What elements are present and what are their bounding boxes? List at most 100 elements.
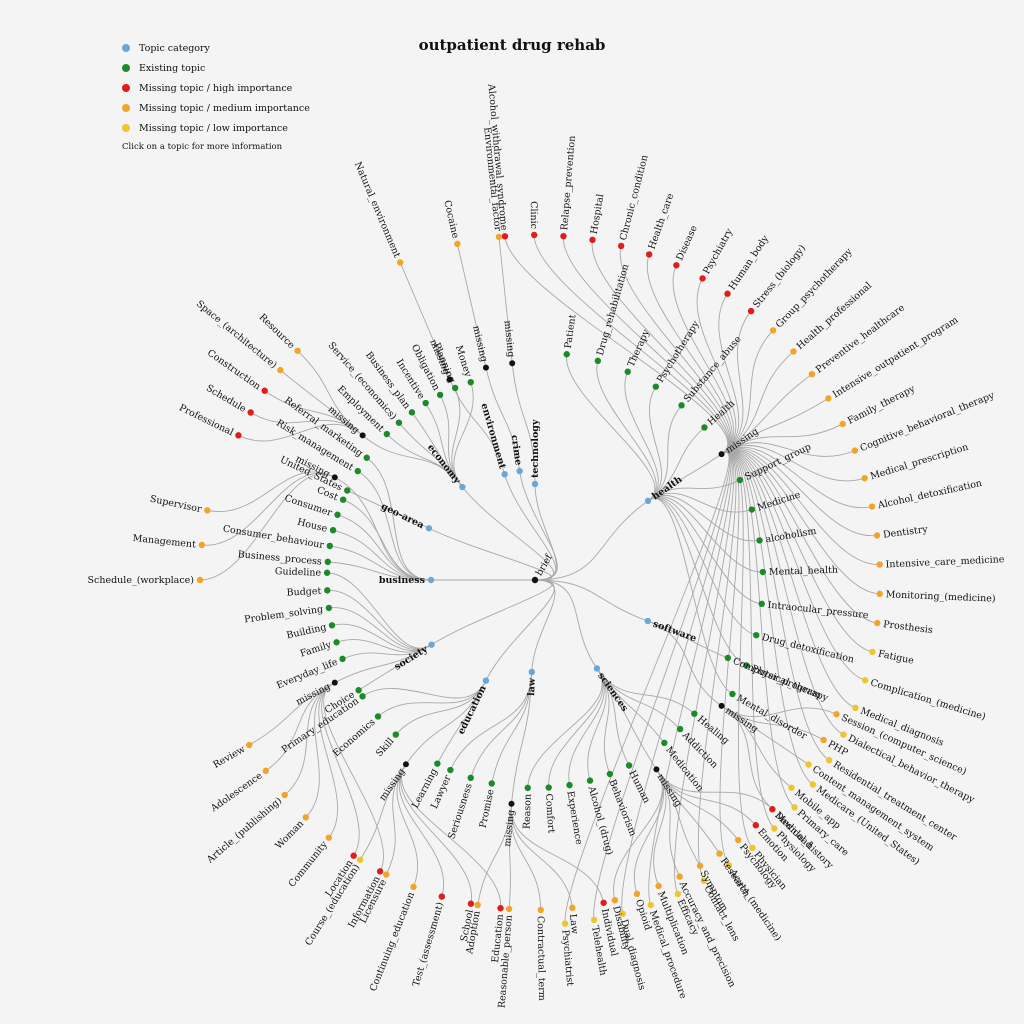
topic-node-low[interactable] [809,781,817,788]
topic-node-high[interactable] [769,806,776,813]
node-label[interactable]: Guideline [275,566,322,579]
topic-node-existing[interactable] [606,770,614,778]
node-label[interactable]: software [651,619,698,645]
topic-node-high[interactable] [530,231,538,239]
topic-node-existing[interactable] [488,780,495,787]
node-label[interactable]: Clinic [528,201,539,229]
topic-node-high[interactable] [438,893,446,900]
node-label[interactable]: Education [490,914,506,964]
node-label[interactable]: Intensive_care_medicine [885,554,1005,570]
node-label[interactable]: Review [211,744,247,771]
node-label[interactable]: alcoholism [765,526,818,546]
node-label[interactable]: Building [286,622,328,642]
topic-node-existing[interactable] [436,391,444,399]
topic-node-low[interactable] [861,677,869,684]
node-label[interactable]: Law [567,913,580,934]
topic-node-medium[interactable] [246,741,253,749]
missing-hub-node[interactable] [446,376,453,383]
node-label[interactable]: Disease [674,223,699,262]
missing-hub-node[interactable] [402,761,409,768]
category-node[interactable] [528,668,535,676]
missing-hub-node[interactable] [653,766,660,773]
node-label[interactable]: Adolescence [208,770,265,815]
topic-node-existing[interactable] [678,402,685,409]
node-label[interactable]: Experience [564,790,584,846]
topic-node-high[interactable] [261,387,268,394]
missing-hub-node[interactable] [359,432,366,439]
node-label[interactable]: Schedule_(workplace) [88,575,194,586]
topic-node-low[interactable] [788,784,795,791]
topic-node-existing[interactable] [339,496,347,503]
topic-node-high[interactable] [467,900,475,907]
topic-node-medium[interactable] [302,814,309,821]
topic-node-existing[interactable] [359,693,366,700]
node-label[interactable]: Dentistry [882,524,928,541]
node-label[interactable]: Intensive_outpatient_program [831,315,960,401]
node-label[interactable]: Supervisor [149,494,203,516]
topic-node-existing[interactable] [324,558,331,566]
topic-node-high[interactable] [724,290,731,297]
node-label[interactable]: Psychotherapy [655,318,702,384]
node-label[interactable]: Prosthesis [882,619,933,636]
category-node[interactable] [425,525,433,532]
node-label[interactable]: Psychiatry [701,226,735,276]
topic-node-existing[interactable] [447,766,454,774]
topic-node-existing[interactable] [758,600,765,608]
topic-node-medium[interactable] [851,447,859,454]
node-label[interactable]: Chronic_condition [618,154,651,242]
node-label[interactable]: Business_process [237,549,322,567]
node-label[interactable]: Therapy [626,327,652,368]
topic-node-high[interactable] [699,275,706,282]
topic-node-medium[interactable] [839,420,846,428]
category-node[interactable] [593,665,601,672]
topic-node-existing[interactable] [355,687,362,694]
node-label[interactable]: Management [132,533,196,551]
topic-node-existing[interactable] [323,569,331,576]
topic-node-medium[interactable] [876,561,883,568]
topic-node-medium[interactable] [808,370,816,378]
topic-node-low[interactable] [869,648,876,656]
node-label[interactable]: Money [453,344,474,379]
topic-node-low[interactable] [840,731,847,738]
topic-node-medium[interactable] [874,619,881,627]
topic-node-existing[interactable] [759,568,767,576]
topic-node-medium[interactable] [868,503,876,510]
topic-node-existing[interactable] [354,467,361,475]
topic-node-medium[interactable] [505,905,513,913]
root-node[interactable] [531,576,539,584]
topic-node-medium[interactable] [820,736,827,744]
topic-node-medium[interactable] [696,862,704,869]
topic-node-medium[interactable] [410,883,417,891]
topic-node-existing[interactable] [586,777,594,784]
topic-node-high[interactable] [645,251,653,258]
topic-node-high[interactable] [560,232,567,240]
node-label[interactable]: Professional [177,402,235,438]
topic-node-medium[interactable] [676,873,683,880]
node-label[interactable]: Hospital [589,193,607,235]
topic-node-medium[interactable] [825,395,832,402]
topic-node-low[interactable] [791,804,798,811]
node-label[interactable]: law [526,677,538,696]
topic-node-existing[interactable] [329,526,337,534]
topic-node-low[interactable] [771,825,778,832]
category-node[interactable] [482,677,490,684]
topic-node-medium[interactable] [569,904,576,912]
topic-node-existing[interactable] [756,537,763,544]
node-label[interactable]: Human_body [727,233,772,292]
node-label[interactable]: Relapse_prevention [559,135,578,230]
topic-node-existing[interactable] [333,639,340,646]
topic-node-high[interactable] [673,262,680,269]
node-label[interactable]: Reason [522,794,534,830]
topic-node-high[interactable] [752,822,760,829]
topic-node-existing[interactable] [374,713,382,720]
node-label[interactable]: Research [718,856,752,899]
topic-node-medium[interactable] [633,890,641,898]
topic-node-high[interactable] [235,432,242,439]
topic-node-existing[interactable] [724,654,732,662]
topic-node-existing[interactable] [701,424,708,431]
node-label[interactable]: Support_group [743,441,813,483]
node-label[interactable]: Budget [286,586,321,599]
topic-node-high[interactable] [350,852,357,859]
topic-node-medium[interactable] [396,259,404,266]
node-label[interactable]: Problem_solving [244,604,324,626]
